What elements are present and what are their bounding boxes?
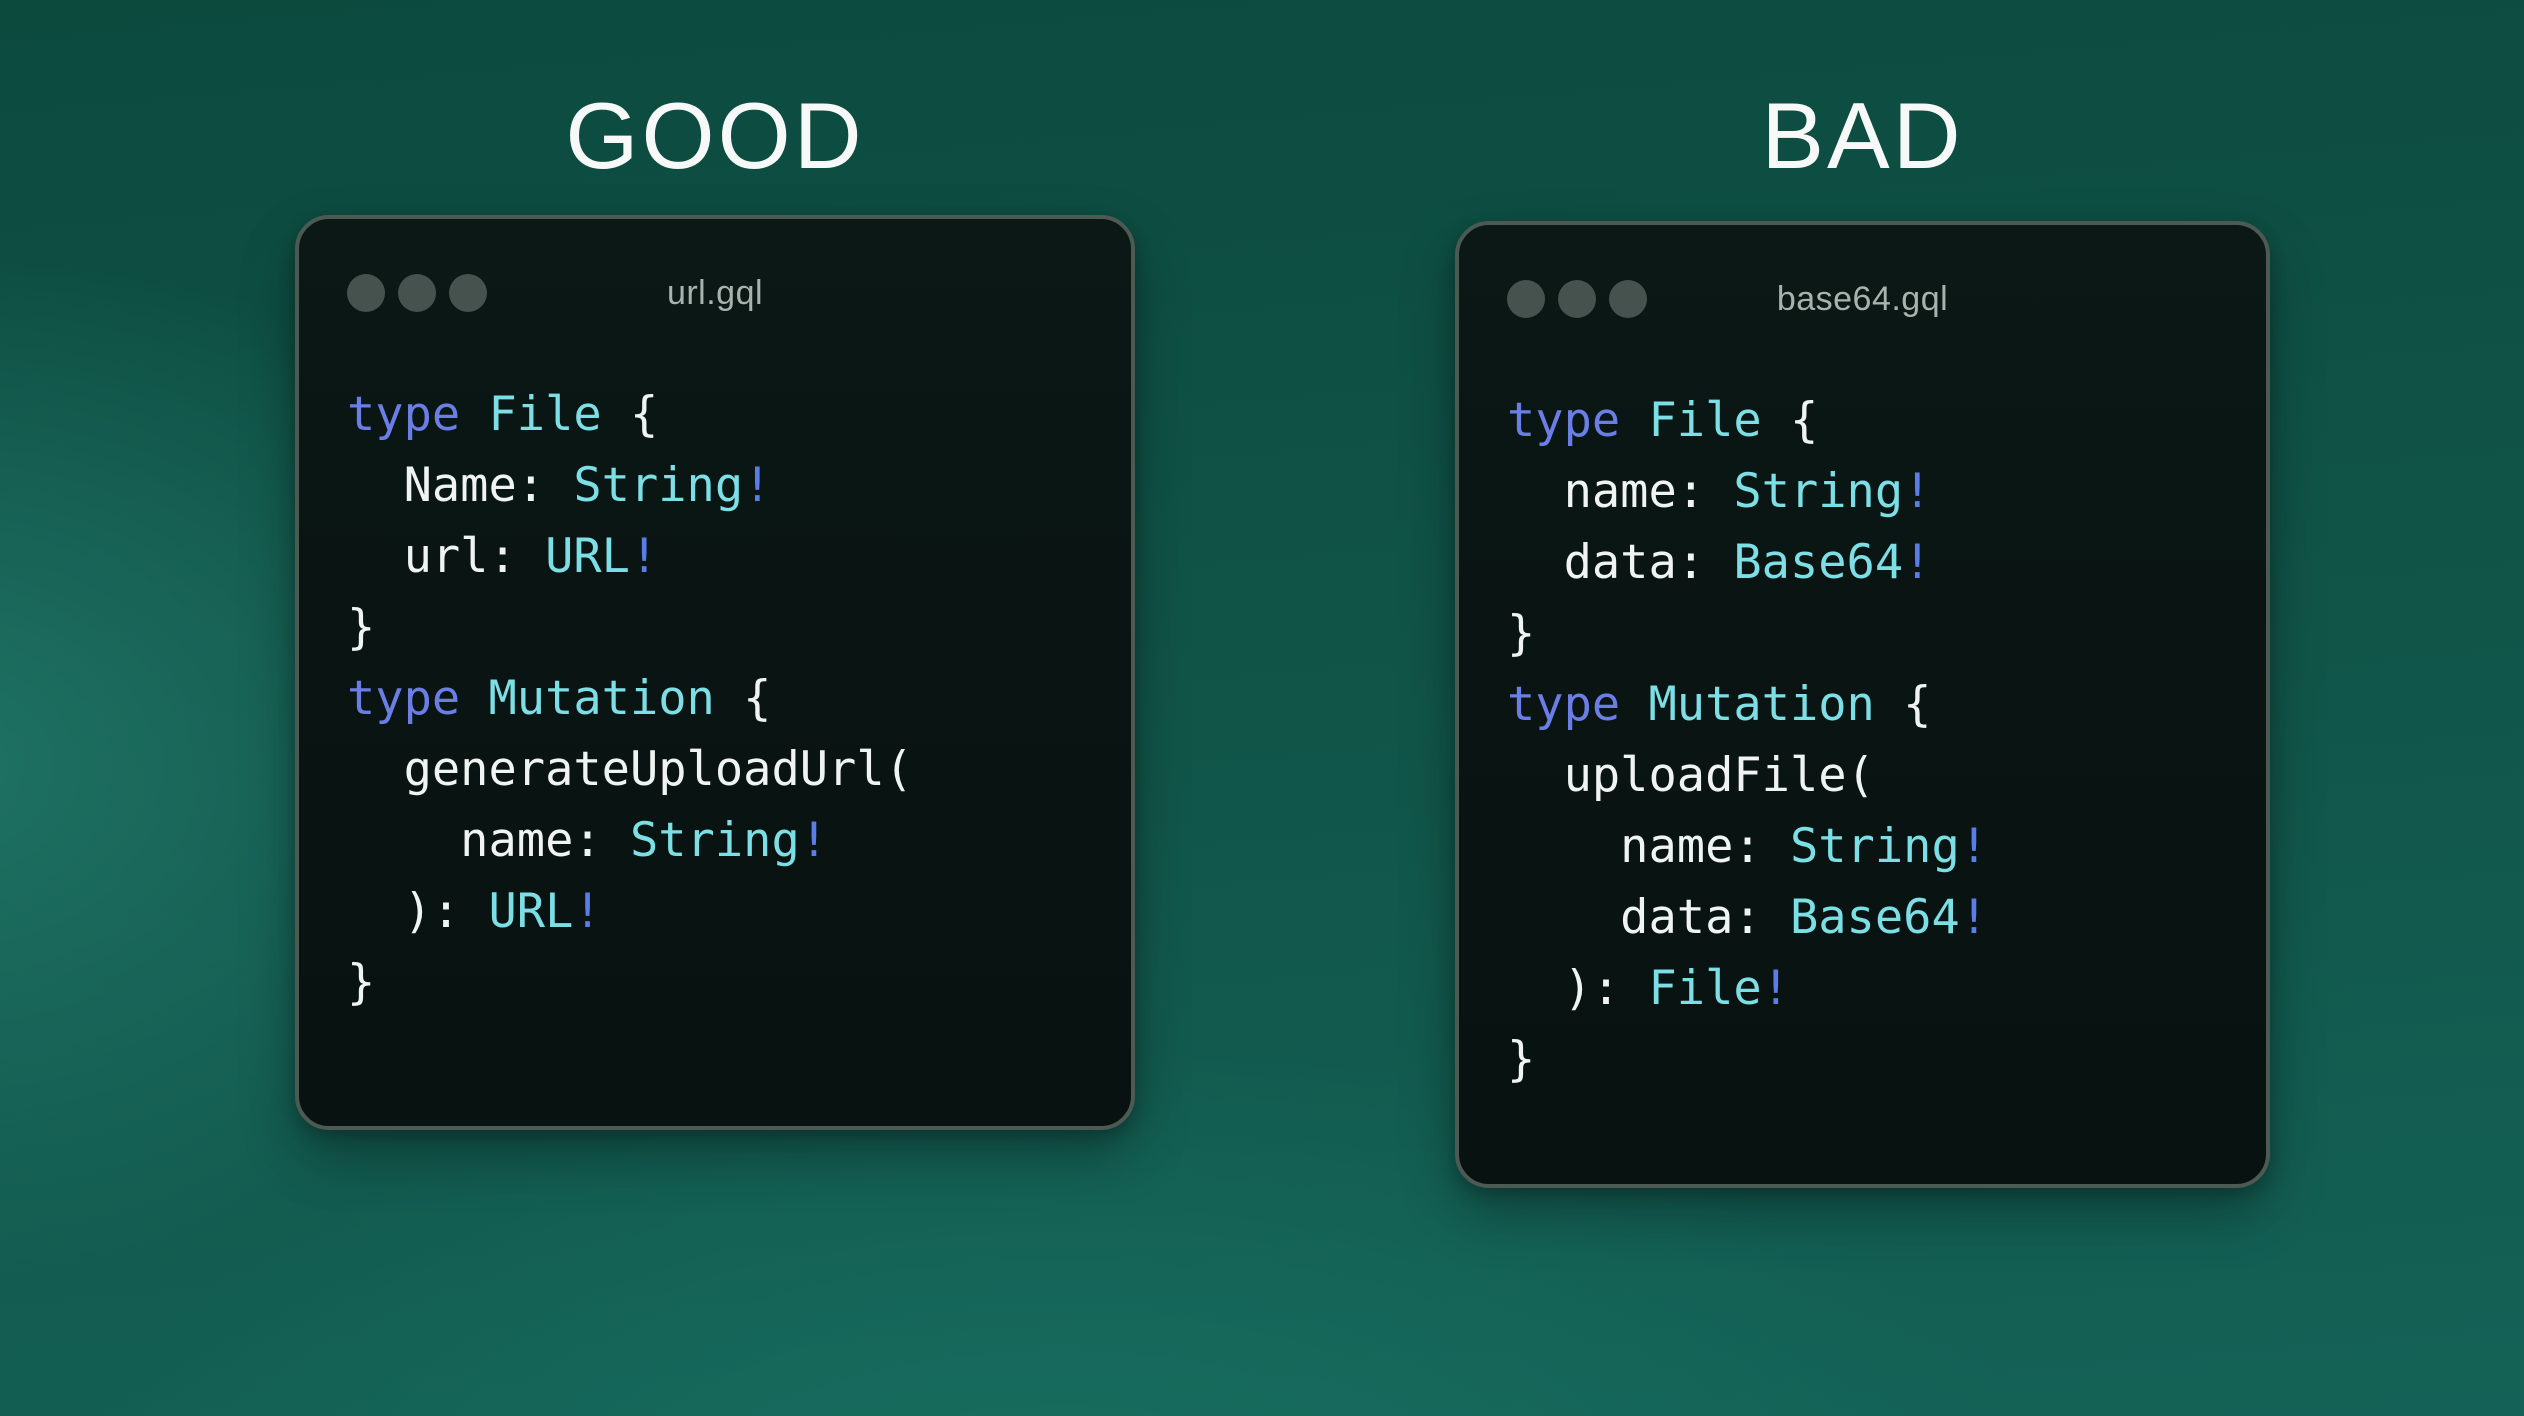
code-line: type File { [1507, 385, 2236, 456]
code-token: ): [1507, 961, 1649, 1016]
code-token: } [1507, 606, 1536, 661]
code-token: Mutation [1648, 677, 1875, 732]
code-token: generateUploadUrl( [347, 742, 913, 797]
code-token: ! [799, 813, 829, 868]
code-token: name: [347, 813, 630, 868]
code-line: name: String! [347, 805, 1101, 876]
code-line: Name: String! [347, 450, 1101, 521]
window-title: url.gql [666, 273, 764, 312]
code-line: type File { [347, 379, 1101, 450]
code-token: String [1733, 464, 1904, 519]
code-line: } [347, 592, 1101, 663]
code-token: uploadFile( [1507, 748, 1875, 803]
code-token: name: [1507, 464, 1734, 519]
code-token: name: [1507, 819, 1790, 874]
window-control-dot-icon [1507, 280, 1545, 318]
code-line: uploadFile( [1507, 740, 2236, 811]
code-line: ): URL! [347, 876, 1101, 947]
code-line: type Mutation { [1507, 669, 2236, 740]
code-line: data: Base64! [1507, 882, 2236, 953]
code-token: type [1507, 393, 1621, 448]
window-titlebar: base64.gql [1459, 225, 2266, 373]
window-control-dot-icon [1609, 280, 1647, 318]
code-token [460, 671, 488, 726]
code-token: ! [629, 529, 659, 584]
url-code-window: url.gql type File { Name: String! url: U… [295, 215, 1135, 1130]
code-line: url: URL! [347, 521, 1101, 592]
code-token: URL [545, 529, 630, 584]
window-title: base64.gql [1776, 279, 1949, 318]
code-token: type [347, 671, 461, 726]
bad-panel: BAD base64.gql type File { name: String!… [1455, 86, 2270, 1188]
code-token: type [347, 387, 461, 442]
window-controls [1507, 280, 1647, 318]
code-token: ! [1903, 464, 1932, 519]
code-token: File [488, 387, 602, 442]
code-token: ! [743, 458, 772, 513]
window-control-dot-icon [449, 274, 487, 312]
code-token: } [1507, 1032, 1536, 1087]
code-line: name: String! [1507, 811, 2236, 882]
code-line: type Mutation { [347, 663, 1101, 734]
window-titlebar: url.gql [299, 219, 1131, 367]
code-line: generateUploadUrl( [347, 734, 1101, 805]
code-token: File [1648, 961, 1762, 1016]
code-token: } [347, 600, 376, 655]
code-token: Base64 [1733, 535, 1904, 590]
code-token: Name: [347, 458, 574, 513]
code-token: File [1648, 393, 1762, 448]
code-line: name: String! [1507, 456, 2236, 527]
code-line: } [1507, 1024, 2236, 1095]
code-token: String [1789, 819, 1960, 874]
code-editor-content: type File { name: String! data: Base64!}… [1459, 373, 2266, 1095]
code-token: ! [573, 884, 602, 939]
window-controls [347, 274, 487, 312]
code-token: URL [488, 884, 574, 939]
code-token: { [1761, 393, 1819, 448]
code-token: Mutation [488, 671, 715, 726]
good-panel: GOOD url.gql type File { Name: String! u… [295, 86, 1135, 1130]
code-token [1620, 677, 1648, 732]
window-control-dot-icon [347, 274, 385, 312]
code-token: { [1874, 677, 1932, 732]
code-line: } [347, 947, 1101, 1018]
code-editor-content: type File { Name: String! url: URL!} type… [299, 367, 1131, 1018]
code-token: String [573, 458, 744, 513]
code-token: data: [1507, 890, 1790, 945]
code-token [1620, 393, 1648, 448]
code-token: String [629, 813, 800, 868]
code-line: } [1507, 598, 2236, 669]
code-line: data: Base64! [1507, 527, 2236, 598]
code-token [460, 387, 488, 442]
code-token: { [601, 387, 659, 442]
good-heading: GOOD [565, 83, 865, 188]
base64-code-window: base64.gql type File { name: String! dat… [1455, 221, 2270, 1188]
code-token: ! [1903, 535, 1932, 590]
window-control-dot-icon [1558, 280, 1596, 318]
code-token: url: [347, 529, 546, 584]
code-token: { [714, 671, 772, 726]
code-token: data: [1507, 535, 1734, 590]
code-token: type [1507, 677, 1621, 732]
code-token: } [347, 955, 376, 1010]
code-token: ): [347, 884, 489, 939]
window-control-dot-icon [398, 274, 436, 312]
code-line: ): File! [1507, 953, 2236, 1024]
code-token: Base64 [1789, 890, 1960, 945]
bad-heading: BAD [1761, 83, 1964, 188]
code-token: ! [1959, 890, 1989, 945]
code-token: ! [1959, 819, 1989, 874]
code-token: ! [1761, 961, 1790, 1016]
